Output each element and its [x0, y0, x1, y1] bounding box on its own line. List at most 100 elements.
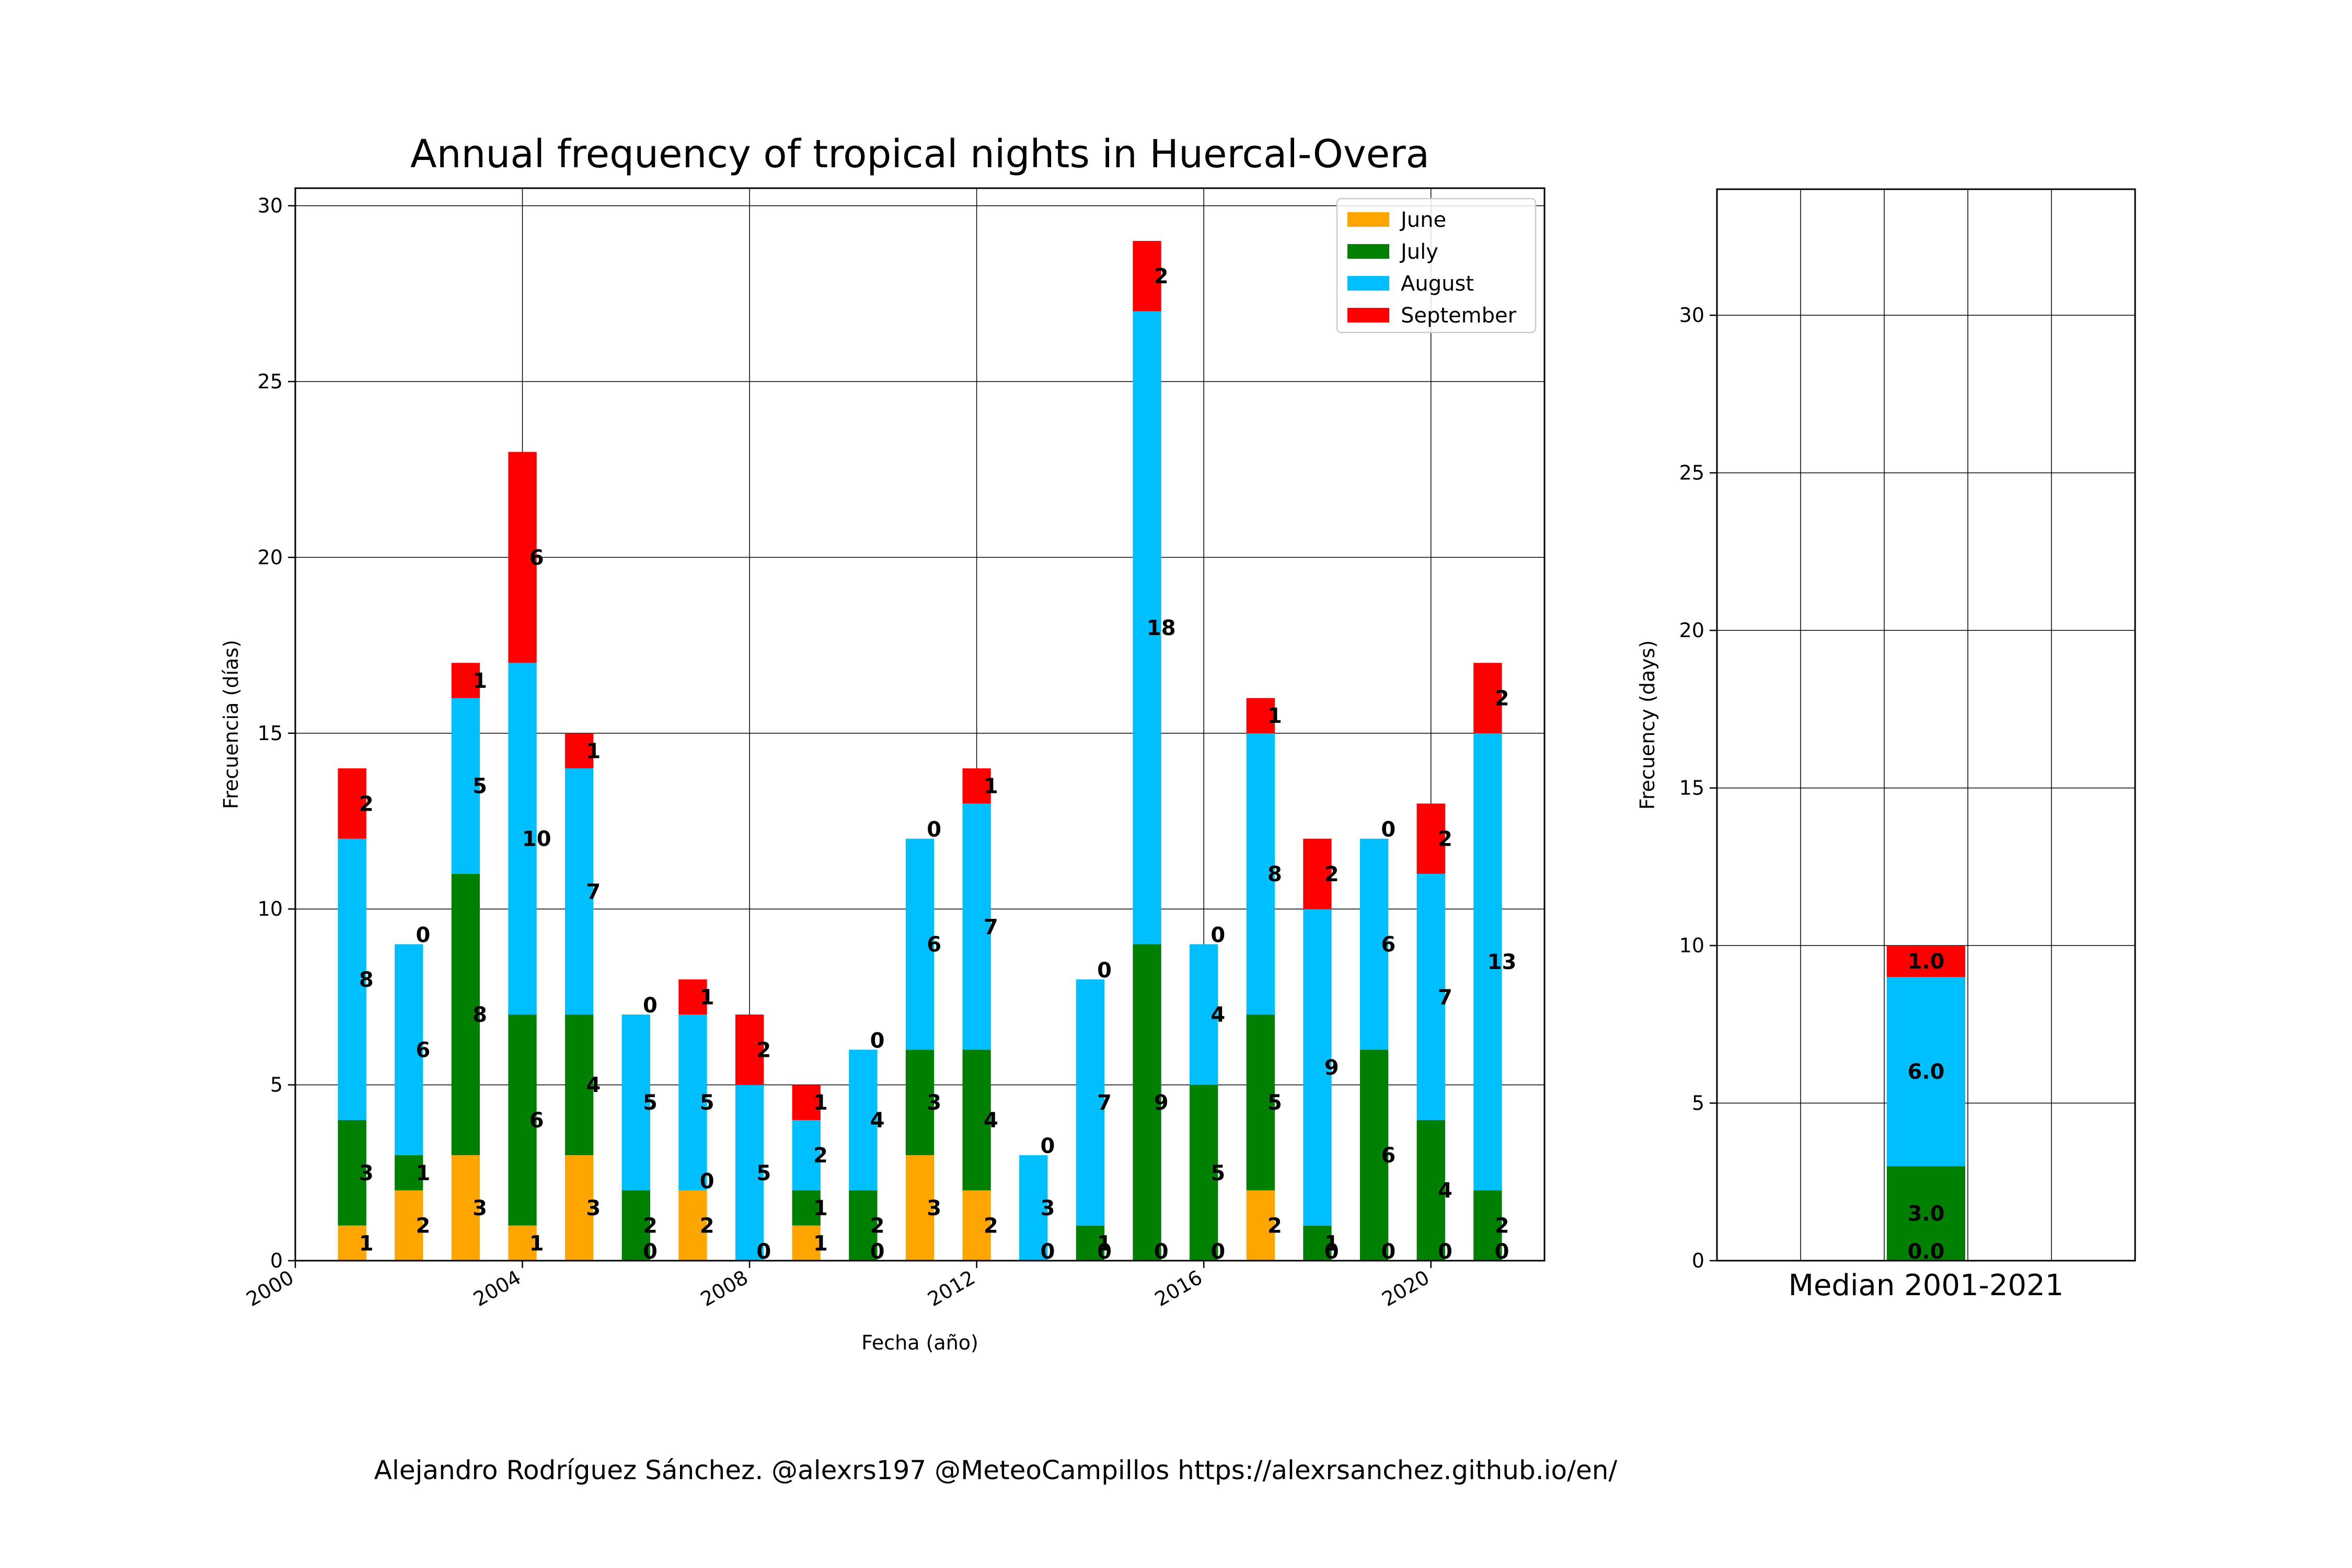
- bar-segment-august: [849, 1050, 878, 1191]
- bar-value-label: 4: [984, 1109, 998, 1133]
- bar-value-label: 1: [813, 1231, 828, 1255]
- y-axis-label: Frecuencia (días): [220, 640, 243, 809]
- median-segment-september: [1887, 946, 1965, 977]
- bar-segment-september: [792, 1085, 821, 1120]
- bar-value-label: 2: [984, 1214, 998, 1238]
- bar-segment-july: [1133, 944, 1161, 1261]
- bar-value-label: 5: [1210, 1161, 1225, 1185]
- bar-value-label: 0: [1324, 1240, 1339, 1264]
- bar-segment-july: [905, 1050, 935, 1156]
- bar-value-label: 1: [416, 1161, 431, 1185]
- bar-segment-july: [1076, 1225, 1105, 1261]
- bar-segment-august: [1246, 733, 1275, 1015]
- legend-box: [1336, 198, 1537, 333]
- bar-segment-july: [451, 873, 480, 1156]
- bar-segment-june: [565, 1155, 594, 1261]
- bar-value-label: 2: [1495, 687, 1509, 711]
- main-plot-frame: [294, 187, 1546, 1262]
- median-y-tick-label: 0: [1692, 1249, 1704, 1272]
- bar-value-label: 9: [1154, 1091, 1169, 1115]
- median-segment-august: [1887, 977, 1965, 1167]
- bar-value-label: 2: [416, 1214, 431, 1238]
- main-y-tick-label: 0: [270, 1249, 283, 1272]
- main-stacked-bar-chart: Annual frequency of tropical nights in H…: [220, 132, 1546, 1354]
- median-segment-july: [1887, 1166, 1965, 1261]
- bar-segment-july: [338, 1120, 366, 1226]
- bar-segment-august: [508, 663, 537, 1015]
- bar-value-label: 0: [870, 1029, 885, 1053]
- median-segment-labels: 0.0 3.0 6.0 1.0: [1908, 950, 1945, 1264]
- bar-segment-july: [1303, 1225, 1332, 1261]
- bar-value-label: 7: [1438, 985, 1452, 1009]
- main-x-tick-label: 2016: [1151, 1266, 1206, 1311]
- bar-segment-june: [338, 1225, 366, 1261]
- median-category-label: Median 2001-2021: [1789, 1269, 2064, 1302]
- median-value-label: 0.0: [1908, 1240, 1945, 1264]
- bar-value-label: 6: [529, 546, 544, 570]
- legend-swatch: [1347, 244, 1389, 259]
- legend-swatch: [1347, 212, 1389, 227]
- bar-value-label: 0: [1210, 1240, 1225, 1264]
- bar-segment-august: [1133, 311, 1161, 944]
- bar-segment-september: [565, 733, 594, 769]
- bar-value-label: 0: [756, 1240, 771, 1264]
- bar-segment-september: [1246, 698, 1275, 733]
- bar-segment-july: [1359, 1050, 1389, 1261]
- legend-swatch: [1347, 308, 1389, 322]
- bar-value-label: 0: [643, 994, 658, 1018]
- bar-value-label: 2: [813, 1144, 828, 1168]
- bar-segment-august: [905, 838, 935, 1050]
- bar-segment-september: [735, 1014, 764, 1085]
- bar-value-label: 18: [1147, 616, 1176, 640]
- median-value-label: 6.0: [1908, 1060, 1945, 1084]
- median-y-tick-label: 25: [1679, 462, 1704, 485]
- bar-value-label: 6: [927, 932, 941, 956]
- main-x-tick-label: 2012: [924, 1266, 979, 1311]
- bar-segment-july: [508, 1014, 537, 1226]
- bar-value-label: 2: [359, 792, 374, 816]
- median-y-tick-label: 5: [1692, 1092, 1704, 1115]
- bar-segment-august: [395, 944, 423, 1156]
- bar-value-label: 5: [756, 1161, 771, 1185]
- median-value-label: 3.0: [1908, 1202, 1945, 1226]
- bar-value-label: 6: [1381, 932, 1396, 956]
- bar-value-label: 5: [472, 775, 487, 799]
- main-segment-labels: 1382216038511610634710250205100521121024…: [359, 264, 1516, 1264]
- bar-value-label: 2: [1324, 862, 1339, 886]
- bar-segment-august: [451, 698, 480, 874]
- bar-value-label: 5: [643, 1091, 658, 1115]
- bar-value-label: 5: [700, 1091, 714, 1115]
- bar-segment-august: [735, 1085, 764, 1261]
- median-value-label: 1.0: [1908, 950, 1945, 974]
- bar-value-label: 0: [927, 818, 941, 842]
- bar-segment-july: [1416, 1120, 1445, 1261]
- bar-segment-august: [1019, 1155, 1048, 1261]
- bar-value-label: 0: [1154, 1240, 1169, 1264]
- bar-segment-july: [621, 1190, 650, 1261]
- median-stacked-bar-chart: 0.0 3.0 6.0 1.0 0 5 10 15 20 25 30 Median 2001-20…: [1636, 188, 2136, 1302]
- bar-value-label: 8: [359, 968, 374, 992]
- bar-value-label: 1: [813, 1196, 828, 1220]
- bar-segment-august: [1473, 733, 1502, 1191]
- bar-value-label: 1: [984, 775, 998, 799]
- bar-segment-july: [395, 1155, 423, 1191]
- bar-value-label: 8: [1267, 862, 1282, 886]
- bar-segment-august: [962, 803, 991, 1050]
- footer-credits: Alejandro Rodríguez Sánchez. @alexrs197 …: [374, 1455, 1618, 1485]
- main-x-tick-label: 2000: [243, 1266, 298, 1311]
- bar-value-label: 2: [1154, 264, 1169, 289]
- legend-swatch: [1347, 276, 1389, 291]
- bar-value-label: 2: [700, 1214, 714, 1238]
- bar-segment-august: [1076, 979, 1105, 1226]
- bar-value-label: 10: [522, 827, 551, 851]
- bar-value-label: 0: [1097, 1240, 1112, 1264]
- bar-value-label: 0: [1041, 1134, 1055, 1158]
- bar-value-label: 0: [1381, 1240, 1396, 1264]
- bar-value-label: 0: [1438, 1240, 1452, 1264]
- bar-segment-june: [792, 1225, 821, 1261]
- bar-value-label: 3: [586, 1196, 601, 1220]
- bar-segment-september: [338, 768, 366, 839]
- bar-value-label: 3: [927, 1091, 941, 1115]
- bar-segment-august: [338, 838, 366, 1120]
